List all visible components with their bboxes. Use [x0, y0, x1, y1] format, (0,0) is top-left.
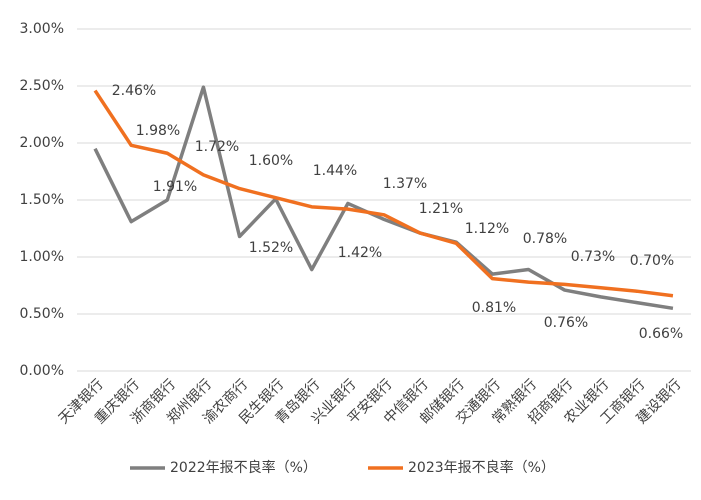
series-line [93, 89, 674, 298]
legend-label: 2022年报不良率（%） [170, 459, 317, 476]
data-label: 0.66% [639, 326, 683, 342]
y-tick-label: 1.50% [20, 192, 64, 208]
y-tick-label: 2.50% [20, 78, 64, 94]
data-label: 1.72% [195, 139, 239, 155]
data-label: 1.52% [249, 240, 293, 256]
data-label: 0.78% [523, 231, 567, 247]
data-label: 0.76% [544, 315, 588, 331]
series-line [93, 85, 674, 311]
y-tick-label: 0.00% [20, 363, 64, 379]
data-label: 1.21% [419, 201, 463, 217]
y-tick-label: 1.00% [20, 249, 64, 265]
data-label: 0.73% [571, 249, 615, 265]
y-tick-label: 3.00% [20, 21, 64, 37]
data-label: 0.70% [630, 253, 674, 269]
data-label: 1.37% [383, 176, 427, 192]
y-tick-label: 0.50% [20, 306, 64, 322]
data-label: 1.12% [465, 221, 509, 237]
data-label: 1.60% [249, 153, 293, 169]
data-label: 0.81% [472, 300, 516, 316]
y-tick-label: 2.00% [20, 135, 64, 151]
data-label: 1.91% [153, 179, 197, 195]
data-label: 1.44% [313, 163, 357, 179]
legend-label: 2023年报不良率（%） [408, 459, 555, 476]
data-label: 1.42% [338, 245, 382, 261]
data-label: 1.98% [136, 123, 180, 139]
data-label: 2.46% [112, 83, 156, 99]
